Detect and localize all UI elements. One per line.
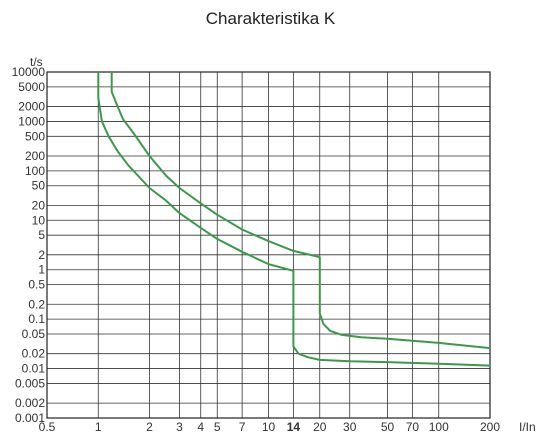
x-tick-label: 200 [480, 420, 500, 432]
x-tick-label: 70 [406, 420, 420, 432]
x-tick-label: 0.5 [39, 420, 56, 432]
y-tick-label: 1 [38, 263, 45, 277]
x-tick-label: 3 [176, 420, 183, 432]
y-tick-label: 10000 [12, 65, 46, 79]
y-tick-label: 200 [25, 149, 45, 163]
x-tick-label: 7 [239, 420, 246, 432]
y-tick-label: 5 [38, 228, 45, 242]
y-tick-label: 0.02 [22, 347, 46, 361]
x-tick-label: 2 [146, 420, 153, 432]
x-tick-label: 5 [214, 420, 221, 432]
x-tick-label: 14 [287, 420, 301, 432]
y-tick-label: 500 [25, 129, 45, 143]
y-tick-label: 5000 [18, 80, 45, 94]
x-tick-label: 4 [197, 420, 204, 432]
y-tick-label: 2 [38, 248, 45, 262]
y-tick-label: 0.005 [15, 376, 45, 390]
y-tick-label: 2000 [18, 100, 45, 114]
y-tick-label: 100 [25, 164, 45, 178]
y-tick-label: 0.1 [28, 312, 45, 326]
x-tick-label: 50 [381, 420, 395, 432]
tripping-curve-lower [97, 72, 491, 367]
y-tick-label: 20 [32, 198, 46, 212]
y-tick-label: 1000 [18, 114, 45, 128]
grid [46, 71, 491, 419]
y-tick-label: 0.5 [28, 278, 45, 292]
curves [97, 72, 491, 367]
x-axis-title: I/In [519, 420, 536, 432]
y-tick-label: 0.2 [28, 297, 45, 311]
chart-title: Charakteristika K [205, 9, 336, 28]
y-tick-label: 50 [32, 179, 46, 193]
x-tick-label: 20 [313, 420, 327, 432]
x-tick-label: 30 [343, 420, 357, 432]
tripping-curve-upper [110, 72, 491, 350]
y-tick-label: 0.05 [22, 327, 46, 341]
y-tick-label: 10 [32, 213, 46, 227]
plot-frame [46, 71, 491, 419]
y-axis-title: t/s [30, 55, 43, 69]
y-tick-label: 0.002 [15, 396, 45, 410]
x-tick-label: 10 [262, 420, 276, 432]
x-tick-label: 1 [95, 420, 102, 432]
y-tick-label: 0.01 [22, 362, 46, 376]
x-tick-label: 100 [429, 420, 449, 432]
x-tick-labels: 0.5 1 2 3 4 5 7 10 14 20 30 50 70 100 200 [39, 420, 501, 432]
y-tick-label: 0.001 [15, 411, 45, 425]
